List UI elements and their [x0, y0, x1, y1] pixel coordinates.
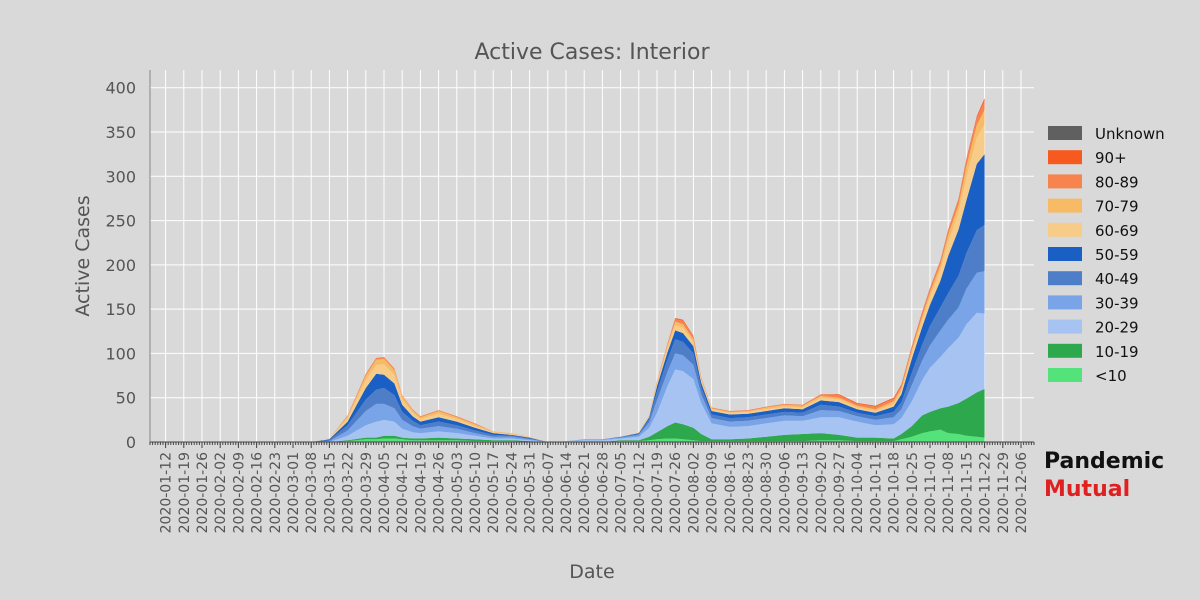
legend-swatch — [1048, 174, 1082, 189]
x-tick-label: 2020-07-26 — [668, 452, 684, 533]
x-tick-label: 2020-07-19 — [650, 452, 666, 533]
x-tick-label: 2020-02-23 — [268, 452, 284, 533]
y-tick-label: 250 — [105, 212, 136, 231]
legend-swatch — [1048, 222, 1082, 237]
x-tick-label: 2020-07-05 — [614, 452, 630, 533]
x-tick-label: 2020-05-24 — [504, 452, 520, 533]
x-axis-label: Date — [569, 561, 614, 583]
x-tick-label: 2020-11-29 — [996, 452, 1012, 533]
legend-swatch — [1048, 343, 1082, 358]
y-tick-label: 150 — [105, 300, 136, 319]
x-tick-label: 2020-08-09 — [705, 452, 721, 533]
brand-logo-text-top: Pandemic — [1044, 449, 1165, 474]
legend-swatch — [1048, 198, 1082, 213]
y-axis-label: Active Cases — [72, 195, 94, 316]
x-tick-label: 2020-11-08 — [941, 452, 957, 533]
legend-label: <10 — [1095, 367, 1127, 385]
x-tick-label: 2020-10-18 — [887, 452, 903, 533]
area-20-29 — [311, 312, 985, 442]
legend-label: 10-19 — [1095, 343, 1139, 361]
x-tick-label: 2020-03-29 — [359, 452, 375, 533]
x-tick-label: 2020-03-08 — [304, 452, 320, 533]
x-tick-label: 2020-06-28 — [595, 452, 611, 533]
legend-label: 70-79 — [1095, 198, 1139, 216]
x-tick-label: 2020-04-12 — [395, 452, 411, 533]
x-tick-label: 2020-02-09 — [231, 452, 247, 533]
y-tick-label: 400 — [105, 79, 136, 98]
x-tick-label: 2020-01-12 — [159, 452, 175, 533]
x-tick-label: 2020-09-06 — [777, 452, 793, 533]
x-tick-label: 2020-02-02 — [213, 452, 229, 533]
x-tick-label: 2020-01-26 — [195, 452, 211, 533]
x-tick-label: 2020-06-21 — [577, 452, 593, 533]
x-tick-label: 2020-11-15 — [959, 452, 975, 533]
x-tick-labels: 2020-01-12 2020-01-19 2020-01-26 2020-02-02… — [159, 452, 1030, 533]
x-tick-label: 2020-03-01 — [286, 452, 302, 533]
x-tick-label: 2020-02-16 — [250, 452, 266, 533]
x-tick-label: 2020-01-19 — [177, 452, 193, 533]
legend-swatch — [1048, 126, 1082, 140]
y-tick-label: 100 — [105, 344, 136, 363]
legend-label: 40-49 — [1095, 270, 1139, 288]
axes — [149, 70, 1035, 448]
x-tick-label: 2020-05-31 — [523, 452, 539, 533]
x-tick-label: 2020-04-26 — [432, 452, 448, 533]
x-tick-label: 2020-05-17 — [486, 452, 502, 533]
legend-label: 90+ — [1095, 149, 1127, 167]
legend-swatch — [1048, 271, 1082, 286]
legend-label: 60-69 — [1095, 222, 1139, 240]
y-tick-label: 350 — [105, 123, 136, 142]
brand-logo-text-bottom: Mutual — [1044, 477, 1131, 502]
x-tick-label: 2020-08-16 — [723, 452, 739, 533]
y-tick-labels: 0 50 100 150 200 250 300 350 400 — [105, 79, 136, 452]
x-tick-label: 2020-05-03 — [450, 452, 466, 533]
y-tick-label: 300 — [105, 167, 136, 186]
x-tick-label: 2020-07-12 — [632, 452, 648, 533]
x-tick-label: 2020-05-10 — [468, 452, 484, 533]
x-tick-label: 2020-10-25 — [905, 452, 921, 533]
x-tick-label: 2020-08-23 — [741, 452, 757, 533]
x-tick-label: 2020-08-30 — [759, 452, 775, 533]
x-tick-label: 2020-06-07 — [541, 452, 557, 533]
x-tick-label: 2020-06-14 — [559, 452, 575, 533]
area-series — [311, 98, 985, 443]
legend-label: 80-89 — [1095, 173, 1139, 191]
x-tick-label: 2020-11-01 — [923, 452, 939, 533]
x-tick-label: 2020-04-05 — [377, 452, 393, 533]
x-tick-label: 2020-10-11 — [868, 452, 884, 533]
x-tick-label: 2020-10-04 — [850, 452, 866, 533]
legend-label: Unknown — [1095, 125, 1165, 143]
legend-swatch — [1048, 295, 1082, 310]
legend-label: 50-59 — [1095, 246, 1139, 264]
legend: Unknown 90+ 80-89 70-79 60-69 50-59 40-49 30-39… — [1048, 125, 1165, 385]
x-tick-label: 2020-11-22 — [978, 452, 994, 533]
chart-title: Active Cases: Interior — [474, 40, 710, 65]
legend-swatch — [1048, 319, 1082, 334]
area-<10 — [311, 429, 985, 442]
x-tick-label: 2020-04-19 — [413, 452, 429, 533]
legend-swatch — [1048, 247, 1082, 261]
y-tick-label: 0 — [126, 433, 136, 452]
y-tick-label: 50 — [116, 389, 136, 408]
legend-label: 20-29 — [1095, 319, 1139, 337]
x-tick-label: 2020-12-06 — [1014, 452, 1030, 533]
legend-label: 30-39 — [1095, 294, 1139, 312]
grid-lines — [150, 70, 1034, 443]
y-tick-label: 200 — [105, 256, 136, 275]
x-tick-label: 2020-09-27 — [832, 452, 848, 533]
x-tick-label: 2020-03-22 — [341, 452, 357, 533]
x-tick-label: 2020-09-13 — [796, 452, 812, 533]
x-tick-label: 2020-09-20 — [814, 452, 830, 533]
x-tick-label: 2020-03-15 — [322, 452, 338, 533]
legend-swatch — [1048, 150, 1082, 165]
legend-swatch — [1048, 368, 1082, 382]
x-tick-label: 2020-08-02 — [686, 452, 702, 533]
